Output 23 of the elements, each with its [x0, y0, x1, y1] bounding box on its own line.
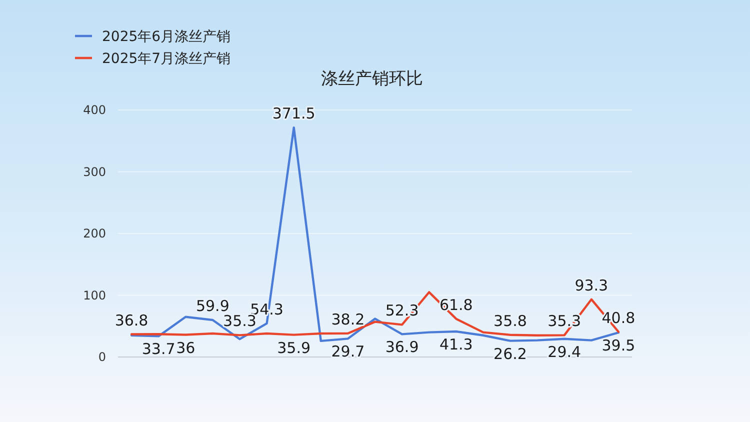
data-label: 36.9 [385, 338, 419, 356]
data-label: 93.3 [574, 276, 608, 294]
legend-label: 2025年7月涤丝产销 [102, 51, 231, 67]
y-tick-label: 200 [83, 226, 106, 240]
y-tick-label: 0 [98, 350, 106, 364]
data-label: 39.5 [602, 336, 636, 355]
y-tick-label: 300 [83, 164, 106, 179]
data-label: 36 [176, 338, 196, 357]
y-tick-label: 400 [83, 103, 106, 117]
data-label: 36.8 [114, 311, 148, 330]
data-label: 33.7 [142, 340, 176, 358]
data-label: 35.9 [277, 338, 311, 357]
data-label: 35.8 [494, 312, 527, 330]
data-label: 26.2 [494, 344, 527, 363]
data-label: 41.3 [439, 335, 473, 354]
data-label: 29.4 [548, 342, 582, 361]
legend-label: 2025年6月涤丝产销 [102, 29, 231, 45]
chart-title: 涤丝产销环比 [321, 69, 423, 89]
y-tick-label: 100 [83, 288, 106, 302]
data-label: 371.5 [272, 104, 316, 123]
data-label: 59.9 [196, 297, 230, 316]
data-label: 38.2 [331, 310, 365, 328]
data-label: 29.7 [331, 342, 365, 361]
